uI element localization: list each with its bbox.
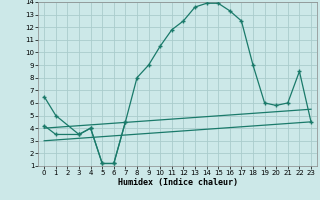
X-axis label: Humidex (Indice chaleur): Humidex (Indice chaleur) — [118, 178, 238, 187]
